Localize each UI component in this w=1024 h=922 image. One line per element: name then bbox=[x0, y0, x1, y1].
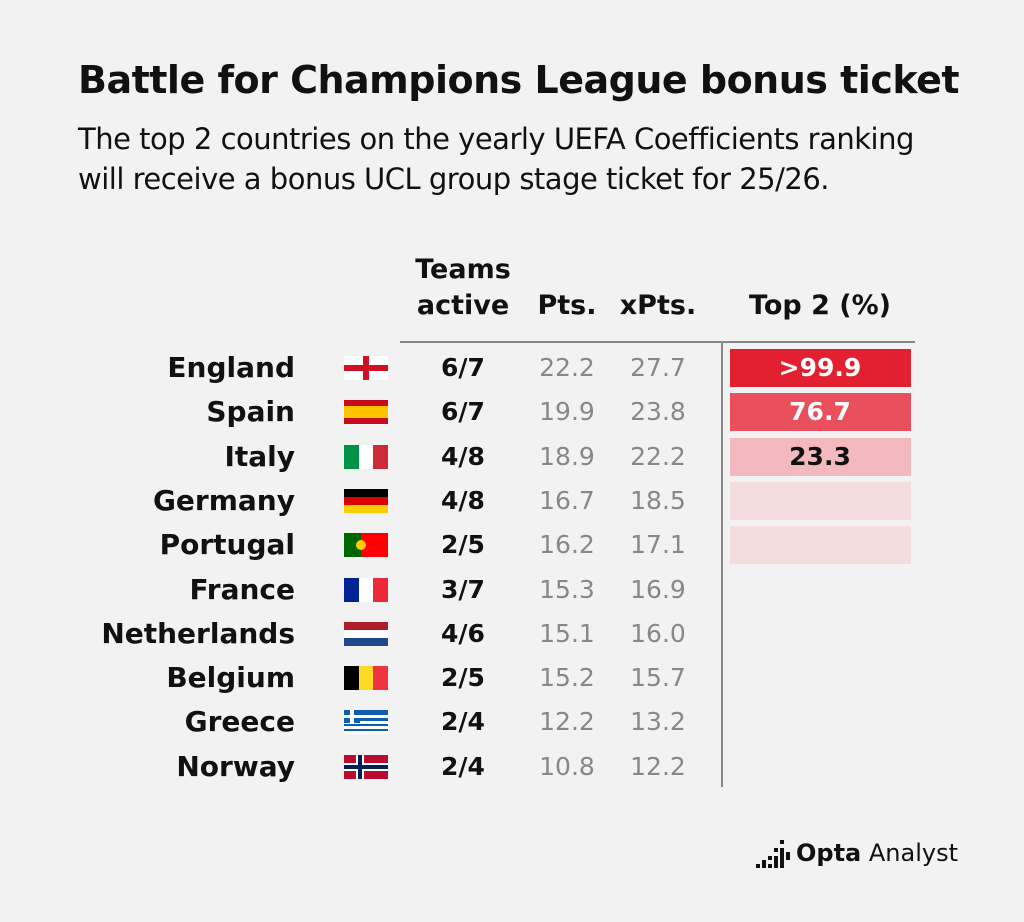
points: 22.2 bbox=[539, 353, 595, 382]
brand-logo bbox=[756, 840, 790, 868]
country: England bbox=[167, 351, 295, 384]
flag bbox=[344, 710, 388, 735]
flag bbox=[344, 444, 388, 469]
country: France bbox=[189, 572, 295, 606]
teams-active: 4/8 bbox=[441, 485, 485, 515]
brand-light: Analyst bbox=[868, 839, 959, 867]
subtitle: The top 2 countries on the yearly UEFA C… bbox=[78, 122, 914, 156]
points: 19.9 bbox=[539, 397, 595, 427]
column-header: Pts. bbox=[537, 290, 597, 321]
teams-active: 2/4 bbox=[441, 707, 485, 737]
teams-active: 2/5 bbox=[441, 663, 485, 693]
column-header: Top 2 (%) bbox=[748, 290, 892, 321]
country: Netherlands bbox=[101, 616, 295, 650]
title: Battle for Champions League bonus ticket bbox=[78, 58, 960, 102]
flag bbox=[344, 356, 388, 380]
expected-points: 23.8 bbox=[630, 397, 686, 427]
brand-bold: Opta bbox=[796, 839, 862, 867]
top2-value: >99.9 bbox=[778, 353, 862, 382]
top2-cell bbox=[730, 526, 911, 565]
teams-active: 3/7 bbox=[441, 574, 485, 604]
teams-active: 4/6 bbox=[441, 618, 485, 648]
expected-points: 27.7 bbox=[630, 353, 686, 382]
top2-cell bbox=[730, 393, 911, 432]
expected-points: 12.2 bbox=[630, 751, 686, 781]
column-header: active bbox=[416, 290, 510, 321]
expected-points: 16.0 bbox=[630, 618, 686, 648]
top2-value: 23.3 bbox=[789, 441, 851, 471]
points: 15.2 bbox=[539, 663, 595, 693]
country: Norway bbox=[176, 749, 295, 783]
points: 16.7 bbox=[539, 485, 595, 515]
expected-points: 17.1 bbox=[630, 530, 686, 560]
flag bbox=[344, 400, 388, 425]
header-rule bbox=[400, 341, 915, 343]
top2-cell bbox=[730, 437, 911, 476]
flag bbox=[344, 577, 388, 602]
expected-points: 13.2 bbox=[630, 707, 686, 737]
expected-points: 15.7 bbox=[630, 663, 686, 693]
country: Germany bbox=[152, 483, 295, 517]
country: Belgium bbox=[166, 661, 295, 695]
teams-active: 6/7 bbox=[441, 397, 485, 427]
flag bbox=[344, 488, 388, 513]
teams-active: 6/7 bbox=[441, 353, 485, 382]
country: Greece bbox=[184, 705, 295, 739]
brand: Opta Analyst bbox=[796, 839, 958, 867]
column-rule bbox=[721, 341, 723, 787]
points: 15.3 bbox=[539, 574, 595, 604]
expected-points: 18.5 bbox=[630, 485, 686, 515]
points: 10.8 bbox=[539, 751, 595, 781]
points: 18.9 bbox=[539, 441, 595, 471]
column-header: xPts. bbox=[619, 290, 697, 321]
flag bbox=[344, 533, 388, 558]
points: 16.2 bbox=[539, 530, 595, 560]
teams-active: 4/8 bbox=[441, 441, 485, 471]
teams-active: 2/5 bbox=[441, 530, 485, 560]
top2-cell bbox=[730, 481, 911, 520]
subtitle: will receive a bonus UCL group stage tic… bbox=[78, 162, 830, 196]
top2-cell bbox=[730, 349, 911, 387]
country: Portugal bbox=[159, 528, 295, 562]
flag bbox=[344, 666, 388, 691]
flag bbox=[344, 621, 388, 646]
country: Spain bbox=[206, 395, 295, 429]
expected-points: 22.2 bbox=[630, 441, 686, 471]
column-header: Teams bbox=[415, 254, 511, 285]
flag bbox=[344, 754, 388, 779]
top2-value: 76.7 bbox=[789, 397, 851, 427]
country: Italy bbox=[224, 439, 295, 473]
points: 12.2 bbox=[539, 707, 595, 737]
expected-points: 16.9 bbox=[630, 574, 686, 604]
teams-active: 2/4 bbox=[441, 751, 485, 781]
points: 15.1 bbox=[539, 618, 595, 648]
